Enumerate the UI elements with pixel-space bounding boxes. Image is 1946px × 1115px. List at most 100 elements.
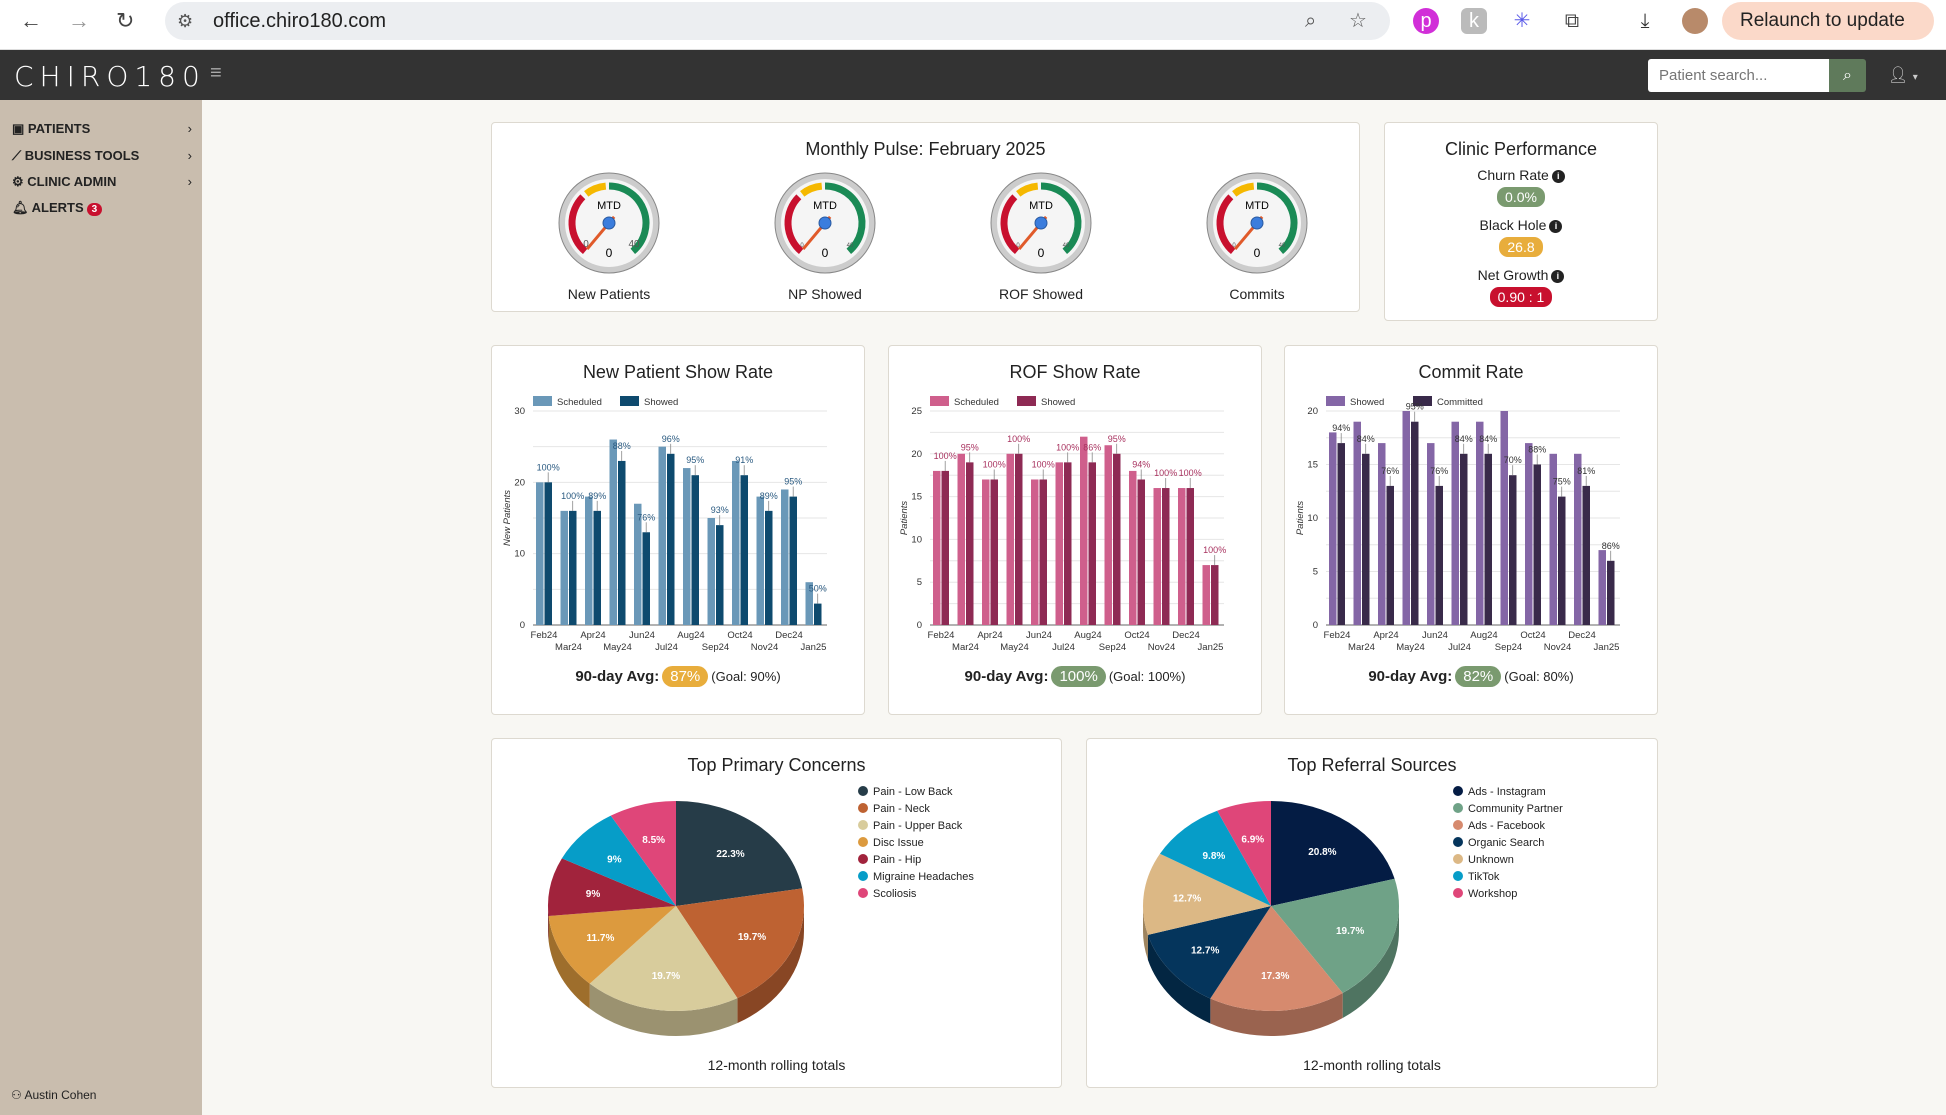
data-label: 84%	[1455, 434, 1473, 444]
x-tick-label: Apr24	[977, 630, 1002, 641]
goal-text: (Goal: 100%)	[1108, 669, 1186, 684]
relaunch-label: Relaunch to update	[1740, 10, 1905, 31]
data-label: 76%	[1430, 466, 1448, 476]
bar-committed	[1386, 485, 1394, 625]
gauge-max-label: 40	[847, 243, 854, 249]
address-bar[interactable]: ⚙ office.chiro180.com ⌕ ☆	[165, 2, 1390, 40]
legend-item[interactable]: Ads - Instagram	[1453, 784, 1563, 801]
gauge-label: New Patients	[567, 286, 651, 302]
metric-value-badge: 26.8	[1499, 237, 1543, 257]
legend-item[interactable]: Migraine Headaches	[858, 869, 974, 886]
avg-label: 90-day Avg:	[575, 668, 660, 685]
x-tick-label: Feb24	[928, 630, 955, 641]
data-label: 100%	[1154, 468, 1177, 478]
churn-rate-metric: Churn Rate i 0.0%	[1385, 167, 1657, 207]
pie-slice-label: 9.8%	[1203, 851, 1226, 862]
extensions-puzzle-icon[interactable]: ⧉	[1564, 10, 1580, 32]
clipboard-user-icon: ▣	[12, 121, 25, 136]
gauge-yellow-zone	[800, 182, 823, 197]
sidebar-item-business-tools[interactable]: ⟋ BUSINESS TOOLS ›	[12, 148, 192, 164]
legend-item[interactable]: Pain - Hip	[858, 852, 974, 869]
legend-label: Migraine Headaches	[873, 871, 974, 883]
bar-committed	[1460, 453, 1468, 625]
bar-showed	[789, 496, 797, 625]
y-axis-label: Patients	[1295, 501, 1306, 536]
search-button[interactable]: ⌕	[1829, 59, 1866, 92]
zoom-icon[interactable]: ⌕	[1305, 10, 1317, 32]
gauge-red-zone	[784, 194, 804, 255]
bar-scheduled	[957, 453, 965, 625]
bar-showed	[1353, 421, 1361, 625]
gauge-min-label: 0	[1232, 243, 1236, 249]
bookmark-star-icon[interactable]: ☆	[1349, 10, 1367, 32]
profile-avatar[interactable]	[1682, 8, 1708, 34]
legend-item[interactable]: Disc Issue	[858, 835, 974, 852]
metric-label: Churn Rate	[1477, 167, 1549, 183]
data-label: 100%	[934, 451, 957, 461]
download-icon[interactable]: ⤓	[1640, 10, 1650, 32]
bar-scheduled	[1055, 462, 1063, 625]
logo[interactable]: CHIRO180	[14, 60, 206, 93]
bar-showed	[1329, 432, 1337, 625]
bar-showed	[814, 603, 822, 625]
sidebar-item-clinic-admin[interactable]: ⚙ CLINIC ADMIN ›	[12, 174, 192, 190]
legend-label: Workshop	[1468, 888, 1518, 900]
pie-slice-label: 17.3%	[1261, 971, 1289, 982]
x-tick-label: Apr24	[580, 630, 605, 641]
commit-rate-chart: Showed Committed 0 5 10 15 20 Patients 94% Feb24 8…	[1295, 396, 1620, 653]
bar-showed	[1211, 565, 1219, 625]
patient-search-input[interactable]	[1648, 59, 1829, 92]
gauge-label: Commits	[1229, 286, 1285, 302]
info-icon[interactable]: i	[1551, 270, 1565, 283]
extension-icon[interactable]: ✳	[1513, 10, 1531, 32]
data-label: 100%	[1179, 468, 1202, 478]
legend-swatch	[858, 820, 868, 830]
x-tick-label: Sep24	[1495, 642, 1522, 653]
x-tick-label: Jun24	[1026, 630, 1052, 641]
legend-item[interactable]: Workshop	[1453, 886, 1563, 903]
legend-item[interactable]: Pain - Neck	[858, 801, 974, 818]
bar-scheduled	[585, 496, 593, 625]
site-settings-icon[interactable]: ⚙	[177, 11, 194, 31]
legend-item[interactable]: Ads - Facebook	[1453, 818, 1563, 835]
bar-scheduled	[1006, 453, 1014, 625]
legend-item[interactable]: Pain - Low Back	[858, 784, 974, 801]
data-label: 94%	[1132, 459, 1150, 469]
x-tick-label: Dec24	[1568, 630, 1595, 641]
pie-slice-label: 6.9%	[1241, 834, 1264, 845]
info-icon[interactable]: i	[1549, 220, 1563, 233]
legend-item[interactable]: TikTok	[1453, 869, 1563, 886]
bar-showed	[941, 470, 949, 625]
back-icon[interactable]: ←	[20, 8, 42, 33]
bar-scheduled	[707, 518, 715, 625]
menu-toggle-icon[interactable]: ≡	[210, 62, 222, 84]
legend-label: Organic Search	[1468, 837, 1545, 849]
extension-icon[interactable]: p	[1413, 8, 1439, 34]
current-user[interactable]: ⚇ Austin Cohen	[11, 1088, 96, 1102]
legend-item[interactable]: Community Partner	[1453, 801, 1563, 818]
y-tick-label: 0	[520, 620, 525, 631]
pie-slice	[1147, 906, 1271, 999]
bar-showed	[569, 510, 577, 625]
avg-label: 90-day Avg:	[964, 668, 1049, 685]
sidebar-item-alerts[interactable]: 🔔︎ ALERTS 3	[12, 200, 192, 216]
gauge-label: NP Showed	[788, 286, 862, 302]
legend-item[interactable]: Unknown	[1453, 852, 1563, 869]
forward-icon[interactable]: →	[68, 8, 90, 33]
bar-scheduled	[658, 446, 666, 625]
y-tick-label: 5	[1313, 567, 1318, 578]
legend-item[interactable]: Organic Search	[1453, 835, 1563, 852]
relaunch-button[interactable]: Relaunch to update ⋮	[1722, 2, 1934, 69]
user-menu[interactable]: 👤︎ ▾	[1888, 65, 1918, 85]
extension-icon[interactable]: k	[1461, 8, 1487, 34]
legend-item[interactable]: Scoliosis	[858, 886, 974, 903]
reload-icon[interactable]: ↻	[116, 8, 135, 33]
info-icon[interactable]: i	[1551, 170, 1565, 183]
sidebar-item-patients[interactable]: ▣ PATIENTS ›	[12, 121, 192, 137]
data-label: 96%	[662, 434, 680, 444]
chart-title: New Patient Show Rate	[582, 362, 774, 382]
legend-label: Showed	[1041, 397, 1075, 408]
bar-scheduled	[634, 503, 642, 625]
sidebar-item-label: BUSINESS TOOLS	[24, 148, 140, 163]
legend-item[interactable]: Pain - Upper Back	[858, 818, 974, 835]
